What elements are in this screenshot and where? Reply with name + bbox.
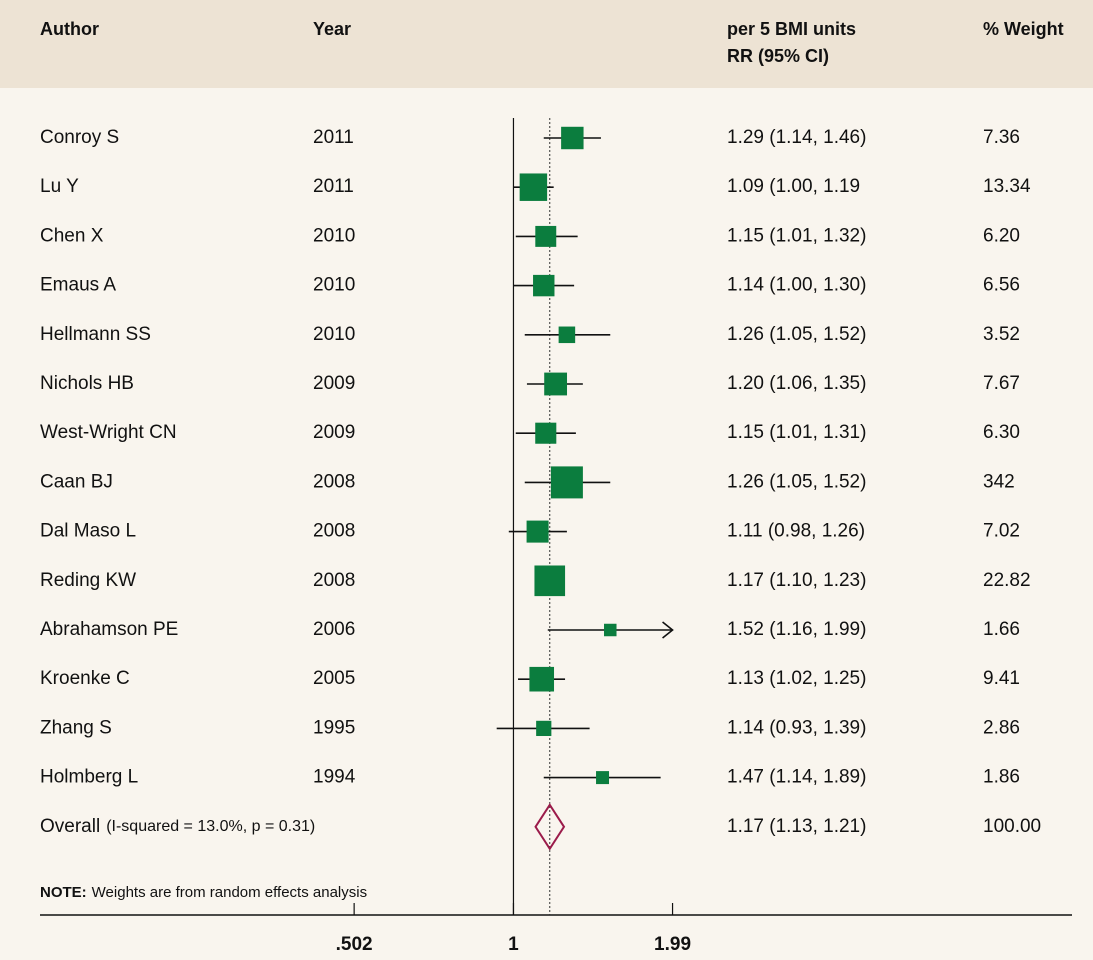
study-box [550,466,583,499]
author: Reding KW [40,570,136,591]
weight: 7.36 [983,127,1020,148]
year: 1995 [313,717,355,738]
study-box [561,126,584,150]
weight: 3.52 [983,324,1020,345]
effect-ci: 1.17 (1.13, 1.21) [727,816,866,837]
header-weight: % Weight [983,19,1064,39]
study-box [519,173,548,201]
header-effect: per 5 BMI units [727,19,856,39]
author: Abrahamson PE [40,619,178,640]
author: Holmberg L [40,767,138,788]
weight: 22.82 [983,570,1031,591]
study-box [534,565,566,597]
author: Kroenke C [40,668,130,689]
author: Caan BJ [40,471,113,492]
heterogeneity: (I-squared = 13.0%, p = 0.31) [106,818,315,835]
study-box [533,274,555,297]
study-box [604,623,617,637]
year: 2011 [313,176,354,197]
effect-ci: 1.26 (1.05, 1.52) [727,471,866,492]
header-year: Year [313,19,351,39]
footnote: NOTE: Weights are from random effects ana… [40,884,367,901]
study-box [526,520,549,543]
overall-label: Overall (I-squared = 13.0%, p = 0.31) [40,816,315,837]
weight: 6.30 [983,422,1020,443]
study-box [558,326,576,344]
weight: 7.02 [983,521,1020,542]
ci-arrow [662,621,674,639]
year: 2005 [313,668,355,689]
study-box [535,422,557,444]
year: 2010 [313,275,355,296]
author: Chen X [40,225,104,246]
overall-diamond [534,802,566,851]
author: Dal Maso L [40,521,136,542]
effect-ci: 1.15 (1.01, 1.31) [727,422,866,443]
overall-label: Overall [40,816,100,837]
weight: 7.67 [983,373,1020,394]
study-box [535,225,557,247]
x-tick-label: .502 [336,934,373,955]
weight: 2.86 [983,717,1020,738]
effect-ci: 1.09 (1.00, 1.19 [727,176,860,197]
effect-ci: 1.29 (1.14, 1.46) [727,127,866,148]
year: 2010 [313,324,355,345]
effect-ci: 1.11 (0.98, 1.26) [727,521,865,542]
year: 2008 [313,521,355,542]
author: West-Wright CN [40,422,177,443]
weight: 13.34 [983,176,1031,197]
effect-ci: 1.13 (1.02, 1.25) [727,668,866,689]
year: 2011 [313,127,354,148]
year: 2009 [313,373,355,394]
author: Zhang S [40,717,112,738]
study-box [529,666,555,692]
year: 2008 [313,471,355,492]
x-tick-label: 1 [508,934,519,955]
year: 1994 [313,767,356,788]
weight: 342 [983,471,1015,492]
weight: 9.41 [983,668,1020,689]
header-effect: RR (95% CI) [727,46,829,66]
effect-ci: 1.17 (1.10, 1.23) [727,570,866,591]
author: Conroy S [40,127,119,148]
header-band [0,0,1093,88]
weight: 6.56 [983,275,1020,296]
effect-ci: 1.52 (1.16, 1.99) [727,619,866,640]
weight: 1.66 [983,619,1020,640]
effect-ci: 1.26 (1.05, 1.52) [727,324,866,345]
study-box [596,771,610,785]
author: Lu Y [40,176,79,197]
header-author: Author [40,19,99,39]
weight: 1.86 [983,767,1020,788]
footnote-text: Weights are from random effects analysis [92,884,367,901]
x-tick-label: 1.99 [654,934,691,955]
effect-ci: 1.14 (0.93, 1.39) [727,717,866,738]
year: 2010 [313,225,355,246]
effect-ci: 1.47 (1.14, 1.89) [727,767,866,788]
effect-ci: 1.20 (1.06, 1.35) [727,373,866,394]
effect-ci: 1.15 (1.01, 1.32) [727,225,866,246]
author: Hellmann SS [40,324,151,345]
author: Nichols HB [40,373,134,394]
weight: 100.00 [983,816,1041,837]
effect-ci: 1.14 (1.00, 1.30) [727,275,866,296]
study-box [544,372,568,396]
author: Emaus A [40,275,116,296]
footnote-label: NOTE: [40,884,87,901]
year: 2008 [313,570,355,591]
year: 2006 [313,619,355,640]
study-box [536,720,552,737]
year: 2009 [313,422,355,443]
weight: 6.20 [983,225,1020,246]
